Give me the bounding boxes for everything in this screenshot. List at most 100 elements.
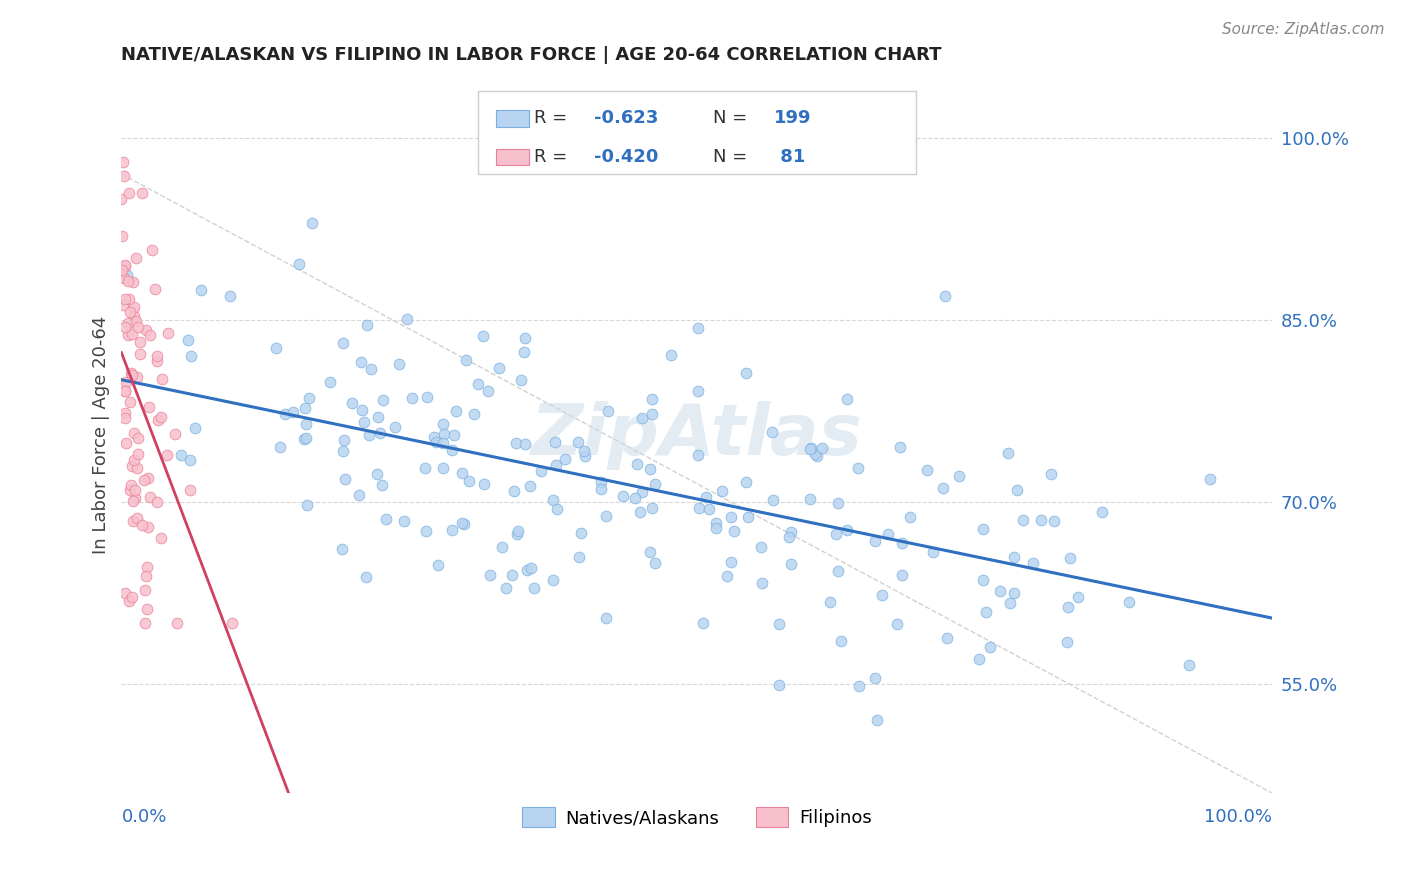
Point bbox=[595, 611, 617, 625]
Point bbox=[354, 570, 377, 584]
Point bbox=[467, 376, 489, 391]
Point bbox=[371, 478, 394, 492]
Point bbox=[997, 446, 1019, 460]
Point bbox=[433, 427, 456, 442]
Point bbox=[509, 374, 531, 388]
Text: 100.0%: 100.0% bbox=[1205, 808, 1272, 826]
Point bbox=[631, 484, 654, 499]
Point bbox=[295, 417, 318, 432]
Point bbox=[128, 347, 150, 361]
Point bbox=[184, 421, 207, 435]
Point bbox=[567, 434, 589, 449]
Text: -0.420: -0.420 bbox=[595, 148, 658, 166]
Point bbox=[111, 263, 134, 277]
Point bbox=[891, 568, 914, 582]
Point bbox=[416, 390, 439, 404]
Point bbox=[799, 491, 821, 506]
Point bbox=[332, 336, 354, 351]
Point bbox=[515, 436, 537, 450]
Point bbox=[988, 584, 1011, 599]
Point bbox=[179, 483, 201, 497]
Point bbox=[135, 602, 157, 616]
Point bbox=[638, 462, 661, 476]
Point bbox=[121, 327, 143, 342]
Point bbox=[1002, 586, 1025, 600]
Point bbox=[122, 275, 145, 289]
Point bbox=[368, 425, 391, 440]
Point bbox=[688, 321, 710, 335]
Point bbox=[502, 483, 524, 498]
Point bbox=[359, 428, 381, 442]
Point bbox=[974, 606, 997, 620]
Point bbox=[1091, 504, 1114, 518]
Point bbox=[115, 435, 138, 450]
Point bbox=[294, 431, 316, 445]
Point bbox=[506, 524, 529, 538]
Point bbox=[998, 596, 1021, 610]
Point bbox=[367, 409, 389, 424]
Point bbox=[114, 320, 136, 334]
Point bbox=[150, 372, 173, 386]
Point bbox=[749, 540, 772, 554]
Point bbox=[569, 525, 592, 540]
Point bbox=[835, 392, 858, 406]
Point bbox=[353, 415, 375, 429]
Point bbox=[111, 228, 134, 243]
Point bbox=[110, 192, 132, 206]
Point bbox=[898, 509, 921, 524]
Point bbox=[441, 442, 464, 457]
Point bbox=[127, 460, 149, 475]
Point bbox=[114, 259, 136, 273]
Point bbox=[122, 452, 145, 467]
Point bbox=[751, 575, 773, 590]
Point bbox=[125, 314, 148, 328]
Legend: Natives/Alaskans, Filipinos: Natives/Alaskans, Filipinos bbox=[515, 800, 879, 835]
Point bbox=[865, 671, 887, 685]
Point bbox=[1012, 513, 1035, 527]
Point bbox=[121, 514, 143, 528]
Point bbox=[292, 433, 315, 447]
Point bbox=[1040, 467, 1063, 482]
Point bbox=[695, 490, 717, 504]
Point bbox=[350, 354, 373, 368]
Point bbox=[136, 520, 159, 534]
Point bbox=[870, 588, 893, 602]
Point bbox=[138, 470, 160, 484]
Point bbox=[631, 410, 654, 425]
Point bbox=[692, 616, 714, 631]
Text: Source: ZipAtlas.com: Source: ZipAtlas.com bbox=[1222, 22, 1385, 37]
Point bbox=[117, 316, 139, 330]
Point bbox=[415, 524, 437, 539]
Point bbox=[112, 271, 135, 285]
Point bbox=[544, 458, 567, 473]
Point bbox=[117, 274, 139, 288]
Point bbox=[139, 327, 162, 342]
Point bbox=[146, 495, 169, 509]
Point bbox=[979, 640, 1001, 654]
Point bbox=[115, 268, 138, 282]
Point bbox=[221, 616, 243, 631]
Point bbox=[350, 402, 373, 417]
Text: NATIVE/ALASKAN VS FILIPINO IN LABOR FORCE | AGE 20-64 CORRELATION CHART: NATIVE/ALASKAN VS FILIPINO IN LABOR FORC… bbox=[121, 46, 942, 64]
Point bbox=[598, 403, 620, 417]
Point bbox=[827, 564, 849, 578]
Point bbox=[135, 323, 157, 337]
Point bbox=[269, 441, 291, 455]
Point bbox=[127, 370, 149, 384]
Point bbox=[114, 586, 136, 600]
Point bbox=[1043, 514, 1066, 528]
Point bbox=[141, 243, 163, 257]
Point bbox=[876, 527, 898, 541]
Point bbox=[118, 594, 141, 608]
Point bbox=[163, 427, 186, 442]
Point bbox=[800, 441, 823, 455]
Point bbox=[125, 251, 148, 265]
Point bbox=[118, 186, 141, 201]
Point bbox=[697, 502, 720, 516]
Point bbox=[848, 460, 870, 475]
Text: -0.623: -0.623 bbox=[595, 109, 658, 128]
Point bbox=[972, 574, 994, 588]
Point bbox=[568, 549, 591, 564]
Point bbox=[170, 448, 193, 462]
Point bbox=[118, 394, 141, 409]
